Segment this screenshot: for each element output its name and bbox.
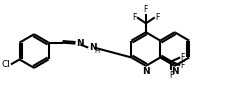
Text: F: F xyxy=(181,61,185,70)
Text: Cl: Cl xyxy=(1,60,10,69)
Text: N: N xyxy=(142,67,150,76)
Text: F: F xyxy=(155,13,160,22)
Text: F: F xyxy=(181,53,185,62)
Text: N: N xyxy=(171,67,178,76)
Text: F: F xyxy=(144,5,148,14)
Text: F: F xyxy=(169,71,173,80)
Text: N: N xyxy=(76,39,84,48)
Text: N: N xyxy=(89,43,97,52)
Text: F: F xyxy=(132,13,137,22)
Text: H: H xyxy=(94,48,99,54)
